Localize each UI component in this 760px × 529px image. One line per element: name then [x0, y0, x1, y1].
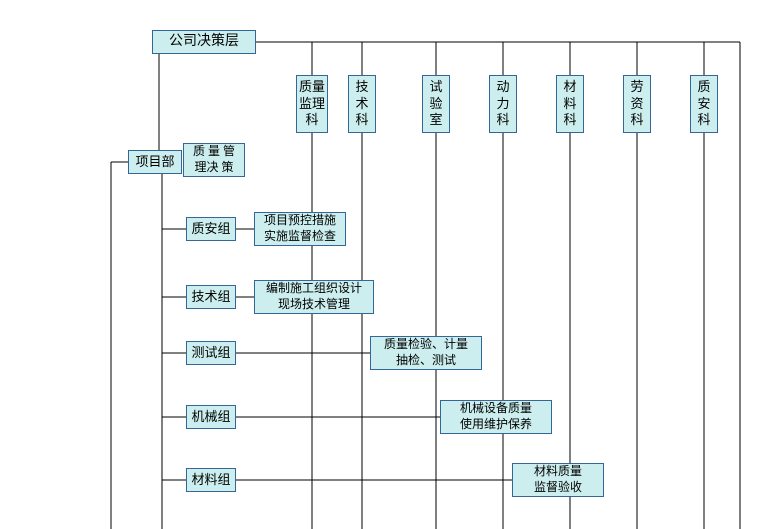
node-dept_mat: 材 料 科 [556, 75, 584, 133]
node-proj_qm: 质 量 管 理决 策 [183, 143, 245, 177]
node-g_tech: 技术组 [186, 285, 236, 309]
node-dept_qa: 质 安 科 [690, 75, 718, 133]
node-dept_tech: 技 术 科 [348, 75, 376, 133]
node-g_mach_desc: 机械设备质量 使用维护保养 [440, 400, 552, 434]
node-dept_power: 动 力 科 [489, 75, 517, 133]
node-dept_labor: 劳 资 科 [623, 75, 651, 133]
node-g_mat_desc: 材料质量 监督验收 [512, 463, 604, 497]
node-proj: 项目部 [128, 150, 182, 174]
node-g_test: 测试组 [186, 341, 236, 365]
node-dept_test: 试 验 室 [422, 75, 450, 133]
node-g_qa_desc: 项目预控措施 实施监督检查 [254, 212, 346, 246]
node-g_test_desc: 质量检验、计量 抽检、测试 [370, 336, 482, 370]
node-g_qa: 质安组 [186, 217, 236, 241]
node-g_mach: 机械组 [186, 405, 236, 429]
node-g_tech_desc: 编制施工组织设计 现场技术管理 [254, 280, 374, 314]
node-top: 公司决策层 [152, 30, 256, 54]
node-dept_qm: 质量 监理 科 [296, 75, 328, 133]
node-g_mat: 材料组 [186, 468, 236, 492]
